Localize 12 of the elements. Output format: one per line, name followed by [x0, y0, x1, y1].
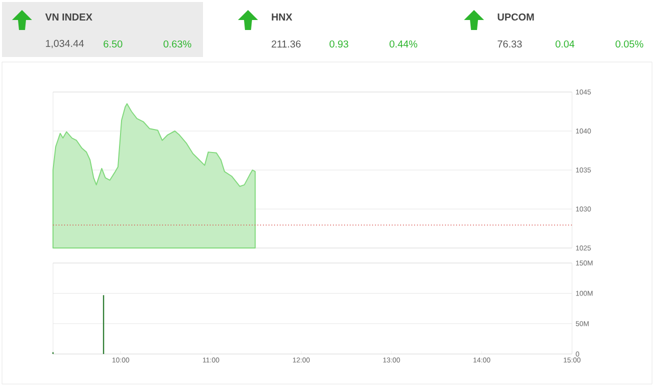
text: 1,034.44 — [46, 40, 84, 48]
text: 0.44% — [390, 40, 418, 48]
text: 0.04 — [556, 40, 574, 48]
text: 211.36 — [272, 40, 301, 48]
text: 0.93 — [330, 40, 348, 48]
text: 6.50 — [104, 40, 122, 48]
text: HNX — [272, 14, 292, 20]
text: 76.33 — [498, 40, 522, 48]
text: 0.63% — [164, 40, 192, 48]
text: 0.05% — [616, 40, 644, 48]
text: UPCOM — [498, 13, 534, 21]
text: VN INDEX — [45, 14, 92, 20]
